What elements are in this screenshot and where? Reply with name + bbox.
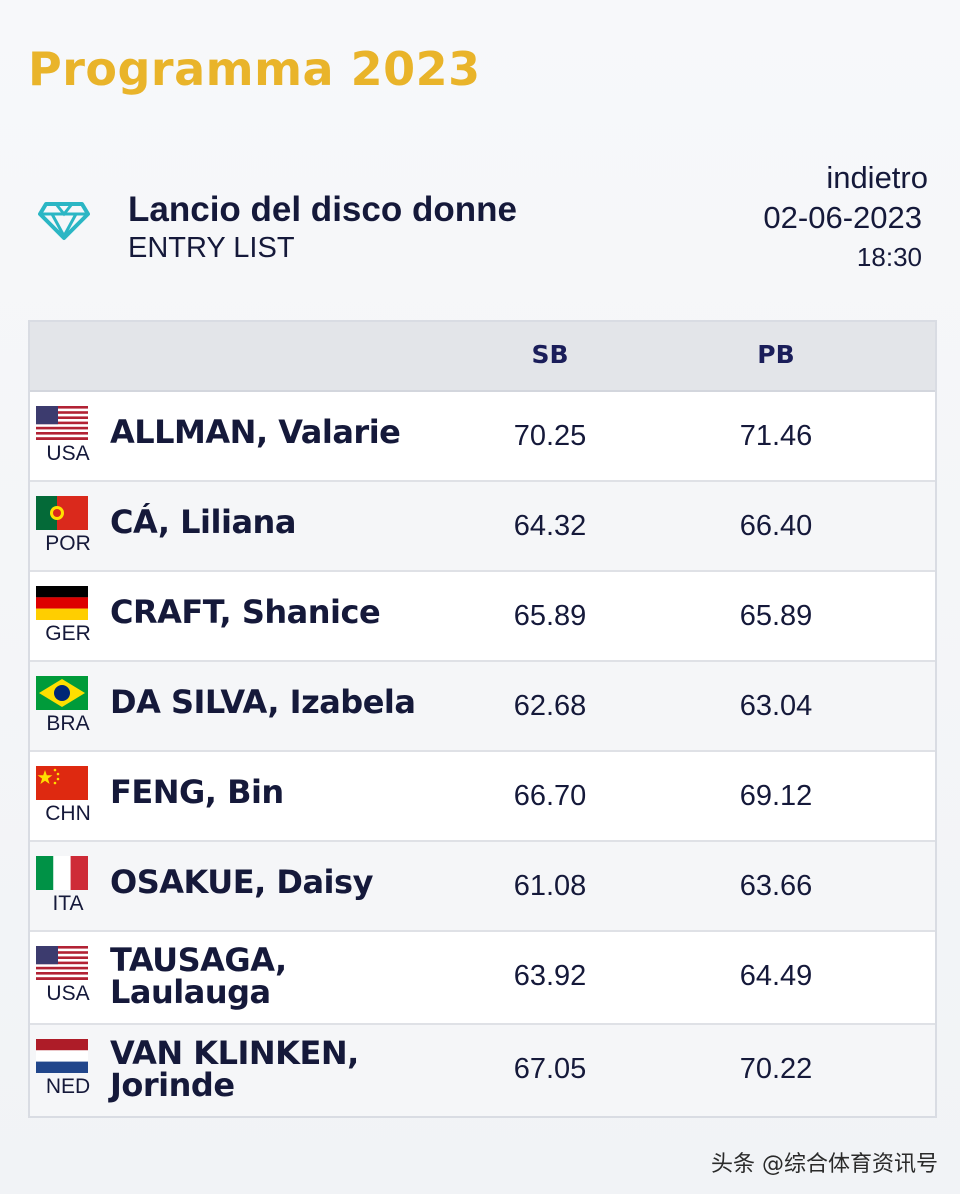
personal-best: 69.12 [739,780,813,812]
table-row: BRA DA SILVA, Izabela 62.68 63.04 [30,660,935,750]
event-date: 02-06-2023 [763,200,922,235]
country-code: GER [45,622,91,645]
country-code: CHN [45,802,91,825]
brazil-flag-icon [36,676,88,710]
table-row: GER CRAFT, Shanice 65.89 65.89 [30,570,935,660]
athlete-name: FENG, Bin [110,773,284,811]
athlete-name: ALLMAN, Valarie [110,413,401,451]
table-row: NED VAN KLINKEN, Jorinde 67.05 70.22 [30,1023,935,1116]
athlete-name: CRAFT, Shanice [110,593,381,631]
season-best: 70.25 [513,420,587,452]
athlete-name: DA SILVA, Izabela [110,683,416,721]
country-code: BRA [46,712,90,735]
personal-best: 64.49 [739,960,813,992]
personal-best: 63.04 [739,690,813,722]
table-row: USA ALLMAN, Valarie 70.25 71.46 [30,392,935,480]
season-best: 66.70 [513,780,587,812]
entry-list-table: SB PB USA ALLMAN, Valarie 70.25 71.46 [28,320,937,1118]
season-best: 65.89 [513,600,587,632]
table-row: ITA OSAKUE, Daisy 61.08 63.66 [30,840,935,930]
country-code: NED [45,1075,91,1098]
season-best: 67.05 [513,1053,587,1085]
season-best: 64.32 [513,510,587,542]
germany-flag-icon [36,586,88,620]
athlete-name: VAN KLINKEN, Jorinde [110,1034,359,1104]
table-header: SB PB [30,322,935,392]
country-code: USA [46,442,90,465]
country-code: ITA [52,892,84,915]
table-row: POR CÁ, Liliana 64.32 66.40 [30,480,935,570]
column-header-pb: PB [757,340,795,369]
china-flag-icon [36,766,88,800]
italy-flag-icon [36,856,88,890]
event-title: Lancio del disco donne [128,190,517,229]
back-link[interactable]: indietro [826,160,928,195]
season-best: 62.68 [513,690,587,722]
athlete-name: OSAKUE, Daisy [110,863,373,901]
page-title: Programma 2023 [28,42,481,96]
diamond-icon [38,202,90,240]
column-header-sb: SB [531,340,569,369]
event-subtitle: ENTRY LIST [128,232,295,264]
personal-best: 65.89 [739,600,813,632]
netherlands-flag-icon [36,1039,88,1073]
watermark: 头条 @综合体育资讯号 [711,1152,938,1177]
personal-best: 71.46 [739,420,813,452]
season-best: 61.08 [513,870,587,902]
personal-best: 66.40 [739,510,813,542]
event-time: 18:30 [856,242,922,272]
table-row: USA TAUSAGA, Laulauga 63.92 64.49 [30,930,935,1023]
athlete-name: TAUSAGA, Laulauga [110,941,287,1011]
country-code: POR [45,532,91,555]
table-body: USA ALLMAN, Valarie 70.25 71.46 POR CÁ, … [30,392,935,1116]
usa-flag-icon [36,406,88,440]
table-row: CHN FENG, Bin 66.70 69.12 [30,750,935,840]
personal-best: 63.66 [739,870,813,902]
athlete-name: CÁ, Liliana [110,503,296,541]
portugal-flag-icon [36,496,88,530]
personal-best: 70.22 [739,1053,813,1085]
season-best: 63.92 [513,960,587,992]
country-code: USA [46,982,90,1005]
usa-flag-icon [36,946,88,980]
